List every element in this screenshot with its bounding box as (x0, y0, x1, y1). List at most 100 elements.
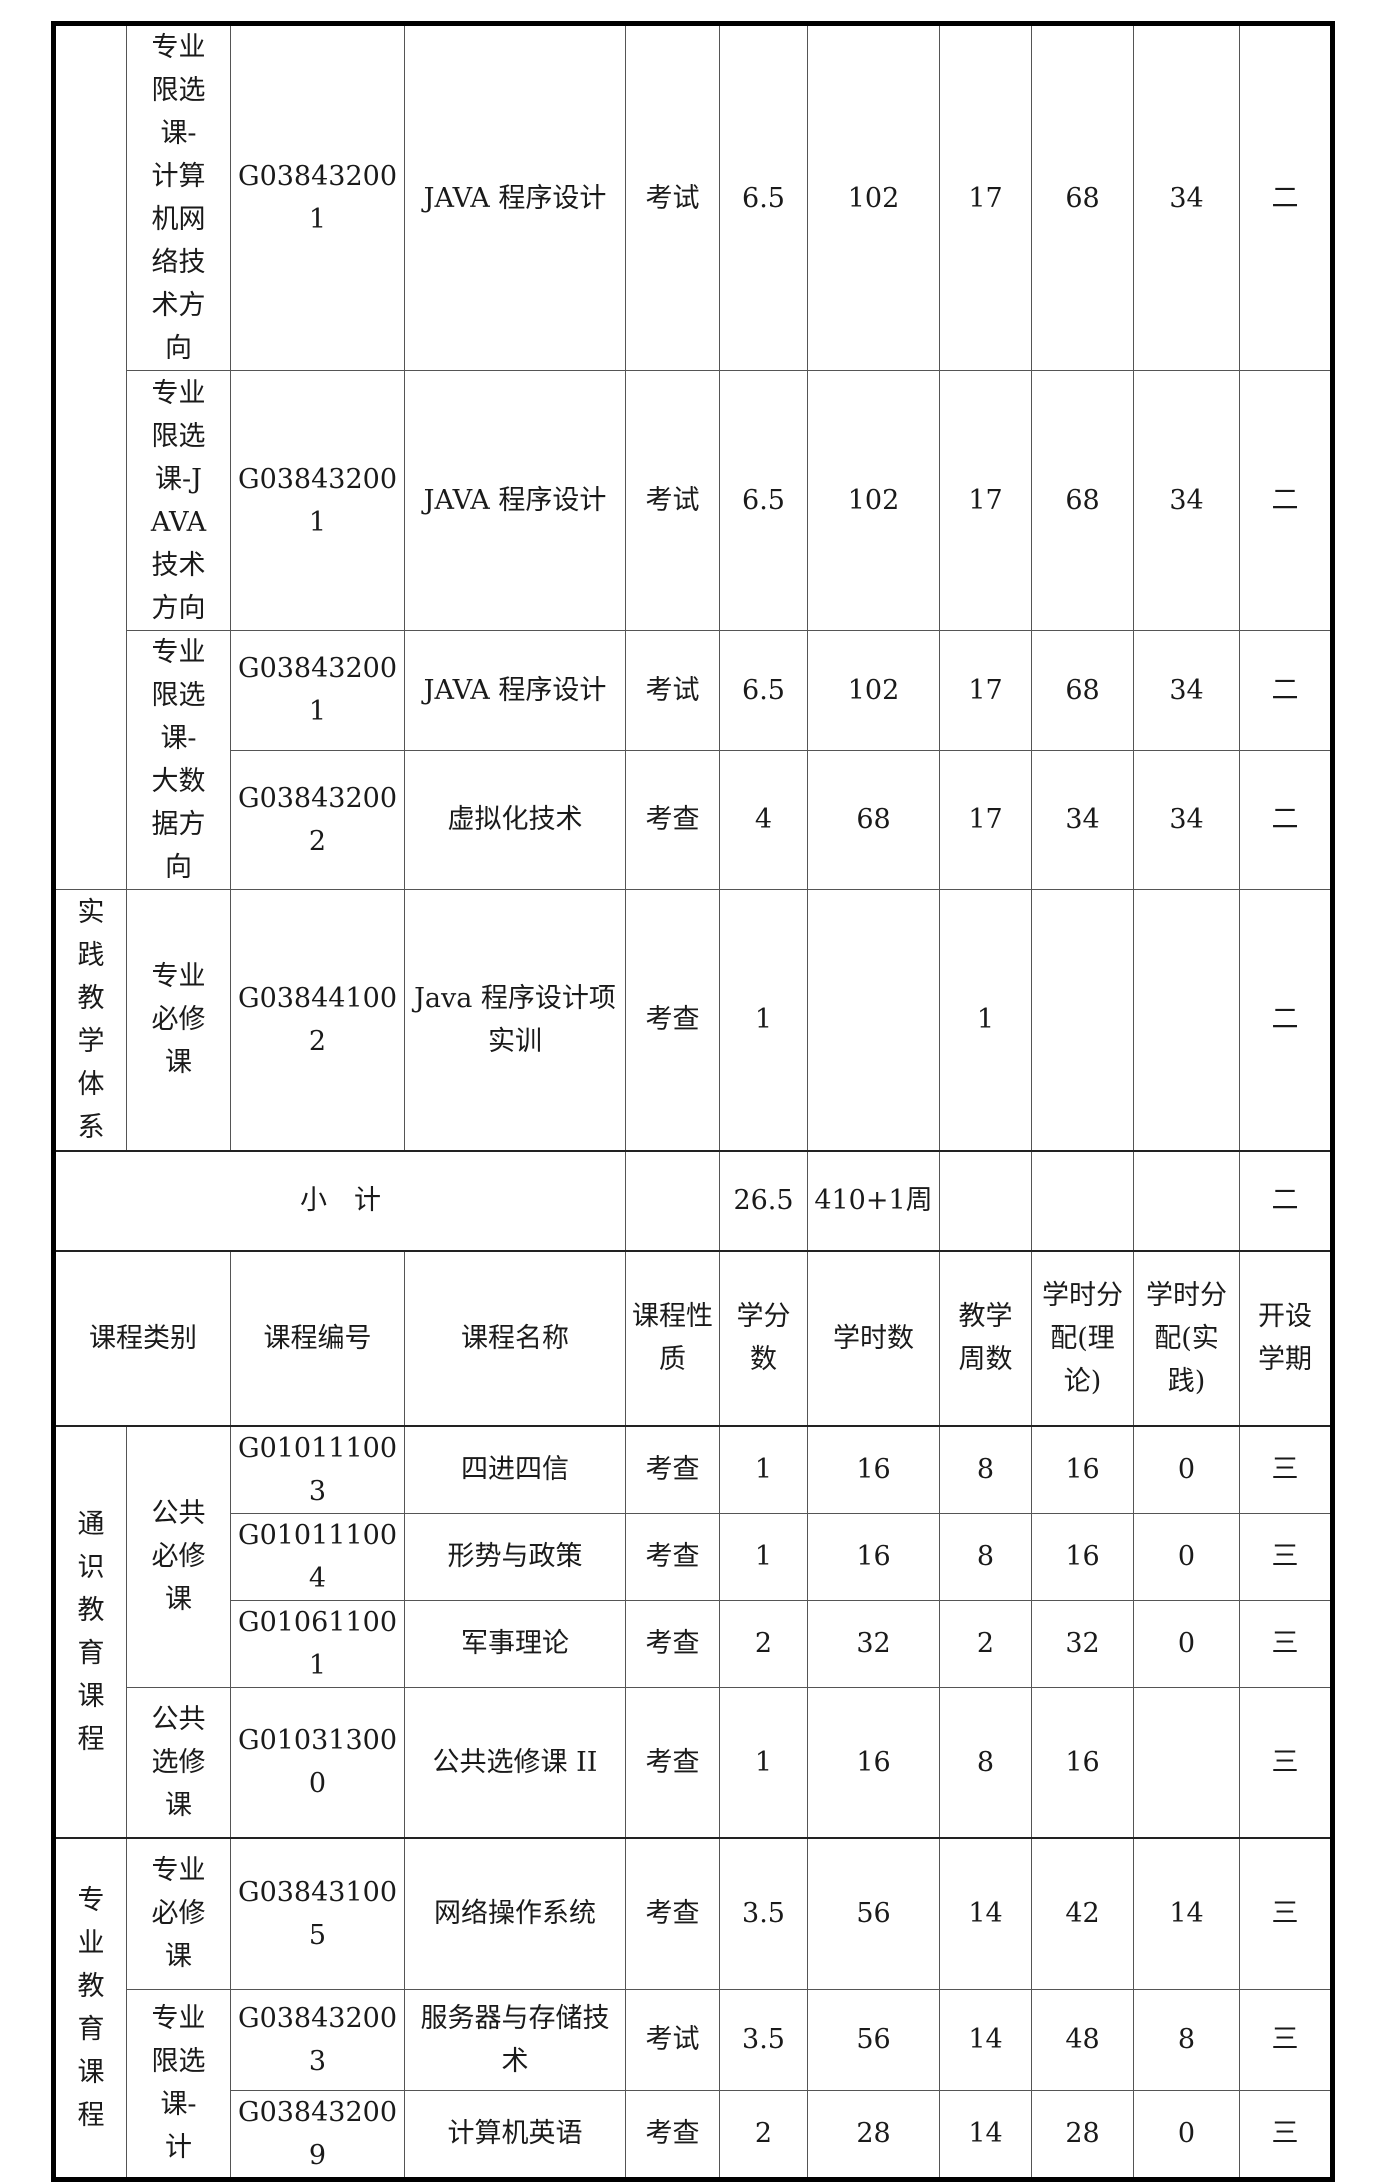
column-header: 学分数 (719, 1249, 808, 1426)
table-cell: 6.5 (719, 630, 808, 751)
table-cell: 6.5 (719, 23, 808, 371)
table-cell: 2 (719, 2089, 808, 2180)
table-cell: 通识教育课程 (53, 1424, 127, 1839)
table-cell: 专业教育课程 (53, 1837, 127, 2180)
table-row: G010111004 形势与政策 考查 1 16 8 16 0 三 (54, 1512, 1333, 1601)
table-cell: 三 (1239, 1599, 1333, 1688)
table-cell: 0 (1133, 2089, 1240, 2180)
table-row: G038432002 虚拟化技术 考查 4 68 17 34 34 二 (54, 749, 1333, 891)
table-cell (939, 1149, 1032, 1251)
table-cell: 二 (1239, 23, 1333, 371)
table-cell: 二 (1239, 370, 1333, 631)
table-cell: G038432009 (230, 2089, 405, 2180)
table-row: 实践教学体系 专业必修课 G038441002 Java 程序设计项实训 考查 1 1 二 (53, 889, 1333, 1151)
header-row: 课程类别 课程编号 课程名称 课程性质 学分数 学时数 教学周数 学时分配(理论) 学时分配(实… (53, 1249, 1333, 1426)
table-cell: 三 (1239, 1686, 1333, 1839)
column-header: 学时分配(理论) (1031, 1249, 1134, 1426)
table-cell: 虚拟化技术 (404, 749, 626, 891)
table-cell: 102 (807, 23, 940, 371)
table-cell: 16 (1031, 1424, 1134, 1514)
table-cell: 考查 (625, 889, 720, 1151)
table-cell: 28 (807, 2089, 940, 2180)
table-cell: 16 (807, 1512, 940, 1601)
table-cell: 三 (1239, 1988, 1333, 2091)
table-cell: 102 (807, 630, 940, 751)
table-cell: G038431005 (230, 1837, 405, 1990)
table-cell: 14 (939, 1988, 1032, 2091)
table-cell: 1 (719, 889, 808, 1151)
table-cell: 公共选修课 II (404, 1686, 626, 1839)
table-cell: 56 (807, 1988, 940, 2091)
table-cell: 考查 (625, 1424, 720, 1514)
table-cell: 公共选修课 (126, 1686, 231, 1839)
table-cell (1031, 889, 1134, 1151)
table-cell: 三 (1239, 1837, 1333, 1990)
table-cell: 0 (1133, 1512, 1240, 1601)
table-row: 专业限选课-计 G038432003 服务器与存储技术 考试 3.5 56 14 48 8 三 (54, 1988, 1333, 2180)
table-row: 专业限选课-计算机网络技术方向 G038432001 JAVA 程序设计 考试 6.5 1… (53, 23, 1333, 890)
table-cell: 网络操作系统 (404, 1837, 626, 1990)
column-header: 教学周数 (939, 1249, 1032, 1426)
table-cell: 16 (1031, 1686, 1134, 1839)
table-row: G038432009 计算机英语 考查 2 28 14 28 0 三 (54, 2089, 1333, 2180)
table-cell: 考查 (625, 749, 720, 891)
table-cell (625, 1149, 720, 1251)
table-cell: G038441002 (230, 889, 405, 1151)
table-cell: 6.5 (719, 370, 808, 631)
table-cell: 68 (1031, 370, 1134, 631)
table-cell: 考查 (625, 1599, 720, 1688)
table-cell: 17 (939, 370, 1032, 631)
table-cell: JAVA 程序设计 (404, 370, 626, 631)
table-row: G010611001 军事理论 考查 2 32 2 32 0 三 (54, 1599, 1333, 1688)
table-cell: 考试 (625, 630, 720, 751)
table-cell: 0 (1133, 1599, 1240, 1688)
table-cell (53, 23, 127, 890)
table-cell: JAVA 程序设计 (404, 630, 626, 751)
table-cell: 考查 (625, 1686, 720, 1839)
table-cell: 三 (1239, 2089, 1333, 2180)
table-cell: 16 (807, 1686, 940, 1839)
table-cell: G038432001 (230, 370, 405, 631)
table-cell: 14 (939, 1837, 1032, 1990)
table-cell: 16 (1031, 1512, 1134, 1601)
table-cell: 34 (1133, 23, 1240, 371)
table-cell: 专业限选课-JAVA技术方向 (126, 370, 231, 631)
table-cell: 考查 (625, 2089, 720, 2180)
table-cell: 军事理论 (404, 1599, 626, 1688)
course-plan-table: 专业限选课-计算机网络技术方向 G038432001 JAVA 程序设计 考试 6.5 1… (51, 21, 1335, 2182)
table-row: 专业限选课-大数据方向 G038432001 JAVA 程序设计 考试 6.5 102 17… (54, 630, 1333, 890)
table-cell: 2 (719, 1599, 808, 1688)
table-cell: 32 (807, 1599, 940, 1688)
table-cell: 1 (719, 1424, 808, 1514)
table-cell: 专业限选课-计算机网络技术方向 (126, 23, 231, 371)
table-cell: 1 (719, 1686, 808, 1839)
table-cell: 小 计 (53, 1149, 626, 1251)
table-cell: 8 (1133, 1988, 1240, 2091)
table-cell: 考查 (625, 1512, 720, 1601)
table-cell: G010313000 (230, 1686, 405, 1839)
table-cell: 68 (1031, 23, 1134, 371)
table-cell: 四进四信 (404, 1424, 626, 1514)
table-cell: 三 (1239, 1424, 1333, 1514)
table-cell: 17 (939, 23, 1032, 371)
table-cell: 68 (807, 749, 940, 891)
table-cell: 计算机英语 (404, 2089, 626, 2180)
table-cell: 2 (939, 1599, 1032, 1688)
table-cell: 考试 (625, 1988, 720, 2091)
table-cell: 28 (1031, 2089, 1134, 2180)
table-cell: 14 (1133, 1837, 1240, 1990)
table-cell (807, 889, 940, 1151)
table-cell: 形势与政策 (404, 1512, 626, 1601)
column-header: 学时分配(实践) (1133, 1249, 1240, 1426)
table-cell: 服务器与存储技术 (404, 1988, 626, 2091)
table-cell (1133, 889, 1240, 1151)
table-cell: 34 (1133, 630, 1240, 751)
table-cell: 4 (719, 749, 808, 891)
table-cell: 34 (1133, 749, 1240, 891)
table-cell: 8 (939, 1512, 1032, 1601)
table-cell: 42 (1031, 1837, 1134, 1990)
table-cell: 考试 (625, 370, 720, 631)
subtotal-row: 小 计 26.5 410+1周 二 (53, 1149, 1333, 1251)
column-header: 课程性质 (625, 1249, 720, 1426)
table-cell: 56 (807, 1837, 940, 1990)
